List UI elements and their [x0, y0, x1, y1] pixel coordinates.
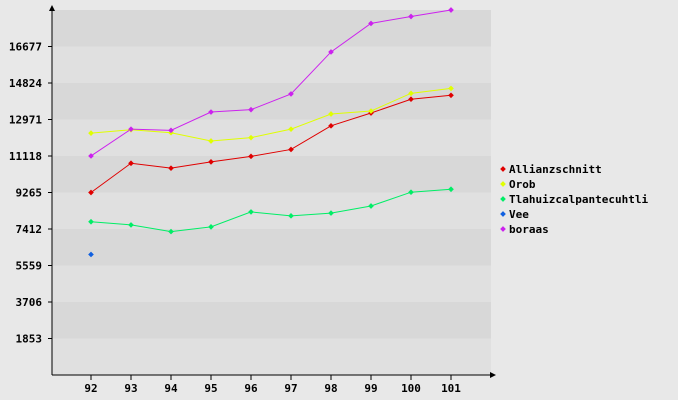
plot-band	[52, 338, 491, 375]
legend-label-allianzschnitt: Allianzschnitt	[509, 163, 602, 176]
data-point-boraas	[128, 126, 134, 133]
data-point-tlahuizcalpantecuhtli	[208, 224, 214, 230]
axes	[49, 5, 496, 378]
data-point-orob	[328, 111, 334, 117]
x-tick-label: 97	[284, 382, 297, 395]
data-point-boraas	[168, 127, 174, 134]
data-point-allianzschnitt	[248, 153, 254, 160]
legend: Allianzschnitt Orob Tlahuizcalpantecuhtli V…	[500, 163, 648, 236]
y-tick-label: 11118	[9, 150, 42, 163]
series-line-tlahuizcalpantecuhtli	[90, 188, 452, 233]
data-point-allianzschnitt	[168, 165, 174, 172]
data-point-tlahuizcalpantecuhtli	[168, 228, 174, 235]
y-tick-label: 1853	[16, 333, 43, 346]
legend-marker-boraas	[500, 226, 506, 232]
x-tick-label: 95	[204, 382, 217, 395]
series-line-allianzschnitt	[90, 94, 452, 193]
data-point-orob	[368, 108, 374, 114]
y-tick-label: 7412	[16, 223, 43, 236]
data-point-allianzschnitt	[128, 160, 134, 167]
x-tick-label: 98	[324, 382, 337, 395]
data-point-boraas	[88, 153, 94, 159]
data-point-tlahuizcalpantecuhtli	[88, 218, 94, 225]
y-tick-label: 16677	[9, 41, 42, 54]
y-axis-ticks: 1853 3706 5559 7412 9265 11118 12971 14824 16677	[9, 41, 52, 346]
plot-band	[52, 10, 491, 47]
data-point-allianzschnitt	[408, 96, 414, 103]
x-tick-label: 93	[124, 382, 137, 395]
y-tick-label: 9265	[16, 187, 43, 200]
plot-band	[52, 229, 491, 266]
plot-band	[52, 265, 491, 302]
series-line-orob	[90, 87, 452, 142]
series-lines	[90, 9, 452, 233]
legend-marker-vee	[500, 211, 506, 217]
data-point-boraas	[208, 109, 214, 115]
data-point-orob	[208, 138, 214, 144]
plot-band	[52, 156, 491, 193]
data-point-orob	[248, 134, 254, 141]
plot-band	[52, 46, 491, 83]
data-point-orob	[408, 90, 414, 97]
legend-marker-allianzschnitt	[500, 166, 506, 172]
data-point-allianzschnitt	[328, 122, 334, 129]
x-axis-ticks: 92 93 94 95 96 97 98 99 100 101	[84, 375, 461, 395]
y-axis-arrow	[49, 5, 55, 11]
data-point-orob	[88, 130, 94, 136]
data-point-allianzschnitt	[88, 189, 94, 196]
data-point-orob	[448, 85, 454, 92]
plot-band	[52, 119, 491, 156]
data-point-boraas	[248, 106, 254, 113]
data-point-tlahuizcalpantecuhtli	[288, 213, 294, 219]
data-point-boraas	[288, 91, 294, 97]
data-point-tlahuizcalpantecuhtli	[128, 222, 134, 228]
plot-background-bands	[52, 10, 491, 375]
legend-label-orob: Orob	[509, 178, 536, 191]
legend-marker-orob	[500, 181, 506, 187]
x-tick-label: 100	[401, 382, 421, 395]
x-tick-label: 94	[164, 382, 178, 395]
data-point-allianzschnitt	[448, 92, 454, 99]
data-point-allianzschnitt	[208, 159, 214, 165]
plot-band	[52, 302, 491, 339]
data-point-tlahuizcalpantecuhtli	[248, 209, 254, 215]
data-point-tlahuizcalpantecuhtli	[328, 210, 334, 216]
legend-label-boraas: boraas	[509, 223, 549, 236]
x-tick-label: 92	[84, 382, 97, 395]
data-point-allianzschnitt	[288, 146, 294, 153]
legend-label-vee: Vee	[509, 208, 529, 221]
y-tick-label: 14824	[9, 77, 42, 90]
series-line-boraas	[90, 9, 452, 157]
plot-band	[52, 192, 491, 229]
y-tick-label: 3706	[16, 296, 43, 309]
x-axis-arrow	[490, 372, 496, 378]
legend-label-tlahuizcalpantecuhtli: Tlahuizcalpantecuhtli	[509, 193, 648, 206]
data-point-boraas	[368, 20, 374, 27]
x-tick-label: 101	[441, 382, 461, 395]
x-tick-label: 99	[364, 382, 377, 395]
data-point-tlahuizcalpantecuhtli	[368, 203, 374, 209]
y-tick-label: 12971	[9, 114, 42, 127]
legend-marker-tlahuizcalpantecuhtli	[500, 196, 506, 202]
data-point-tlahuizcalpantecuhtli	[408, 189, 414, 196]
y-tick-label: 5559	[16, 260, 43, 273]
data-point-tlahuizcalpantecuhtli	[448, 186, 454, 193]
data-point-orob	[288, 126, 294, 133]
x-tick-label: 96	[244, 382, 258, 395]
